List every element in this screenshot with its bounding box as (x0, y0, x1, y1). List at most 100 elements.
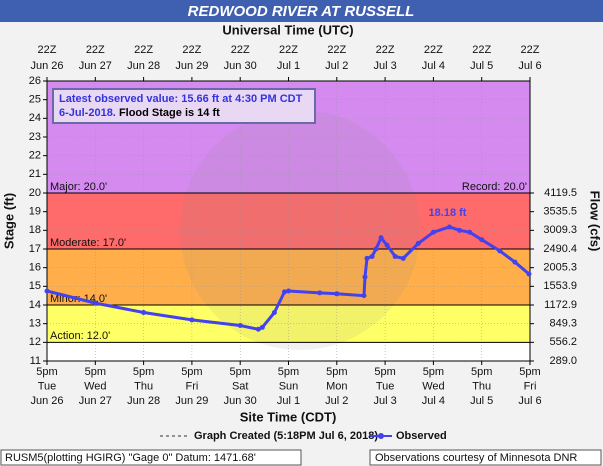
data-point (362, 274, 368, 280)
data-point (259, 324, 265, 330)
x-tick-label: 5pm (85, 366, 106, 378)
x-tick-label: 5pm (133, 366, 154, 378)
data-point (317, 290, 323, 296)
y2-tick-label: 4119.5 (544, 187, 577, 199)
x-tick-label: Jun 28 (127, 395, 160, 407)
record-label: Record: 20.0' (462, 181, 527, 193)
x-tick-label: Jul 6 (518, 395, 541, 407)
x2-tick-label: 22Z (327, 44, 346, 56)
x-tick-label: Thu (472, 380, 491, 392)
y2-tick-label: 849.3 (549, 318, 577, 330)
data-point (392, 253, 398, 259)
x-tick-label: Fri (185, 380, 198, 392)
data-point (497, 248, 503, 254)
x-tick-label: 5pm (471, 366, 492, 378)
x-tick-label: Wed (84, 380, 106, 392)
data-point (378, 235, 384, 241)
x-tick-label: 5pm (36, 366, 57, 378)
x2-tick-label: 22Z (86, 44, 105, 56)
y2-axis-title: Flow (cfs) (588, 191, 603, 252)
x-tick-label: Sun (279, 380, 299, 392)
data-point (44, 288, 50, 294)
y-tick-label: 12 (29, 336, 41, 348)
chart-title: REDWOOD RIVER AT RUSSELL (188, 3, 415, 20)
x2-tick-label: 22Z (279, 44, 298, 56)
x-tick-label: Fri (524, 380, 537, 392)
y-tick-label: 11 (30, 355, 41, 367)
peak-label: 18.18 ft (429, 207, 467, 219)
legend-marker (378, 433, 384, 439)
y-tick-label: 25 (29, 94, 41, 106)
flood-band (47, 193, 530, 249)
x2-tick-label: Jun 26 (30, 60, 63, 72)
x2-tick-label: 22Z (424, 44, 443, 56)
x2-tick-label: 22Z (472, 44, 491, 56)
data-point (334, 291, 340, 297)
data-point (189, 317, 195, 323)
y-tick-label: 19 (29, 206, 41, 218)
threshold-label: Action: 12.0' (50, 330, 110, 342)
data-point (369, 253, 375, 259)
x-tick-label: Wed (422, 380, 444, 392)
x2-tick-label: Jul 5 (470, 60, 493, 72)
x2-tick-label: 22Z (182, 44, 201, 56)
legend-label: Observed (396, 430, 447, 442)
x2-tick-label: 22Z (231, 44, 250, 56)
x-tick-label: 5pm (181, 366, 202, 378)
x-tick-label: Jun 29 (175, 395, 208, 407)
data-point (361, 293, 367, 299)
footer-left: RUSM5(plotting HGIRG) "Gage 0" Datum: 14… (5, 452, 256, 464)
y-tick-label: 16 (29, 262, 41, 274)
x-tick-label: 5pm (229, 366, 250, 378)
x2-tick-label: Jul 2 (325, 60, 348, 72)
data-point (457, 227, 463, 233)
threshold-label: Moderate: 17.0' (50, 237, 126, 249)
y-tick-label: 23 (29, 131, 41, 143)
y-tick-label: 15 (29, 280, 41, 292)
x2-tick-label: 22Z (38, 44, 57, 56)
y-axis-title: Stage (ft) (1, 193, 16, 249)
footer-box (369, 449, 602, 466)
x-tick-label: Jul 4 (422, 395, 445, 407)
x-tick-label: Jun 26 (30, 395, 63, 407)
latest-text: Latest observed value: 15.66 ft at 4:30 … (59, 93, 303, 119)
y-tick-label: 18 (29, 224, 41, 236)
x-axis-title: Site Time (CDT) (240, 409, 337, 424)
x2-tick-label: 22Z (521, 44, 540, 56)
data-point (467, 229, 473, 235)
x-tick-label: 5pm (326, 366, 347, 378)
watermark (180, 110, 420, 350)
data-point (364, 255, 370, 261)
x-tick-label: Jul 5 (470, 395, 493, 407)
x-tick-label: 5pm (519, 366, 540, 378)
latest-note: Latest observed value: 15.66 ft at 4:30 … (52, 88, 316, 124)
data-point (141, 309, 147, 315)
x2-axis-title: Universal Time (UTC) (222, 22, 353, 37)
footer-right: Observations courtesy of Minnesota DNR (375, 452, 577, 464)
x-tick-label: 5pm (374, 366, 395, 378)
y2-tick-label: 2005.3 (543, 262, 577, 274)
footer-box (0, 449, 302, 466)
data-point (430, 229, 436, 235)
y-tick-label: 13 (29, 318, 41, 330)
x-tick-label: Thu (134, 380, 153, 392)
y2-tick-label: 1553.9 (543, 280, 577, 292)
legend-note: Graph Created (5:18PM Jul 6, 2018) (194, 430, 378, 442)
data-point (281, 289, 287, 295)
x2-tick-label: Jul 1 (277, 60, 300, 72)
data-point (400, 255, 406, 261)
x2-tick-label: 22Z (376, 44, 395, 56)
x2-tick-label: Jul 4 (422, 60, 445, 72)
title-bar (0, 0, 603, 22)
x-tick-label: Sat (232, 380, 249, 392)
x-tick-label: Jun 30 (224, 395, 257, 407)
x2-tick-label: Jun 28 (127, 60, 160, 72)
y2-tick-label: 3009.3 (543, 224, 577, 236)
data-point (286, 288, 291, 294)
data-point (384, 242, 390, 248)
y2-tick-label: 2490.4 (543, 243, 577, 255)
data-point (255, 326, 261, 332)
y-tick-label: 20 (29, 187, 41, 199)
